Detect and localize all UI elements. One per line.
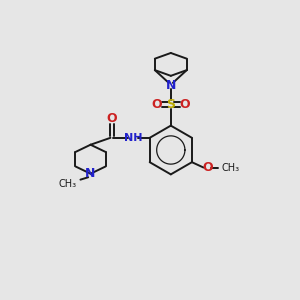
Text: O: O bbox=[152, 98, 162, 111]
Text: O: O bbox=[106, 112, 117, 125]
Text: N: N bbox=[85, 167, 96, 180]
Text: S: S bbox=[166, 98, 175, 111]
Text: N: N bbox=[166, 79, 176, 92]
Text: CH₃: CH₃ bbox=[221, 163, 239, 172]
Text: O: O bbox=[202, 161, 213, 174]
Text: CH₃: CH₃ bbox=[58, 178, 76, 188]
Text: O: O bbox=[179, 98, 190, 111]
Text: NH: NH bbox=[124, 133, 142, 143]
